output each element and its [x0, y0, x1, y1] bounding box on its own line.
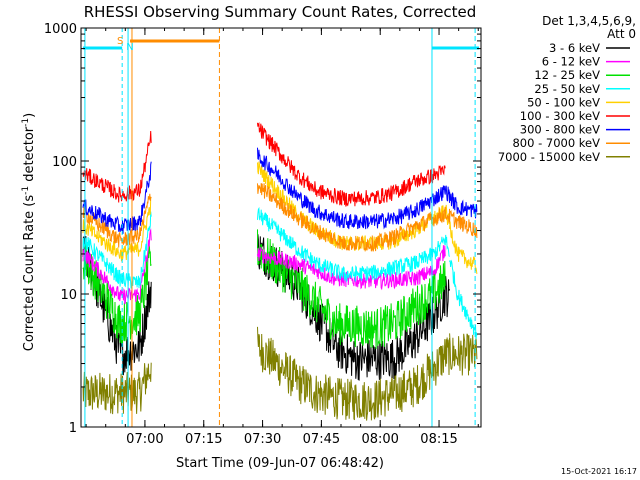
x-tick-label-3: 07:45: [303, 432, 340, 447]
series-line-red: [82, 130, 152, 203]
legend-label-7: 800 - 7000 keV: [512, 136, 600, 150]
generation-timestamp: 15-Oct-2021 16:17: [561, 467, 637, 476]
series-line-yellow: [449, 221, 478, 274]
chart-title: RHESSI Observing Summary Count Rates, Co…: [84, 3, 477, 21]
series-line-olive: [449, 333, 478, 376]
legend-label-4: 50 - 100 keV: [527, 95, 600, 109]
y-tick-label-0: 1: [69, 421, 77, 436]
x-tick-label-1: 07:15: [185, 432, 222, 447]
y-tick-label-2: 100: [52, 155, 77, 170]
state-markers: SN: [82, 28, 480, 427]
series-layer: [82, 122, 478, 421]
y-axis-label-main: Corrected Count Rate (s: [22, 195, 37, 352]
y-axis-label-mid: detector: [22, 126, 37, 186]
x-tick-label-4: 08:00: [361, 432, 398, 447]
legend-label-0: 3 - 6 keV: [549, 41, 600, 55]
series-line-cyan: [449, 259, 478, 340]
y-axis-ticks: 1 10 100 1000: [44, 22, 481, 436]
legend-header-line-1: Det 1,3,4,5,6,9,: [542, 14, 636, 28]
legend-label-1: 6 - 12 keV: [542, 55, 600, 69]
series-line-orange: [82, 193, 152, 248]
x-tick-label-0: 07:00: [126, 432, 163, 447]
y-axis-label-sup1: -1: [21, 186, 31, 195]
legend-label-2: 12 - 25 keV: [534, 68, 600, 82]
x-tick-label-5: 08:15: [420, 432, 457, 447]
series-line-olive: [257, 326, 450, 421]
series-line-green: [82, 243, 152, 344]
series-line-black: [257, 234, 450, 381]
series-line-yellow: [82, 196, 152, 262]
series-line-olive: [82, 362, 152, 415]
series-line-green: [257, 229, 446, 350]
legend-label-5: 100 - 300 keV: [520, 109, 600, 123]
s-state-label: S: [117, 36, 123, 47]
x-axis-label: Start Time (09-Jun-07 06:48:42): [176, 456, 384, 471]
y-axis-label-sup2: -1: [21, 118, 31, 127]
series-line-blue: [257, 147, 450, 230]
legend-label-6: 300 - 800 keV: [520, 123, 600, 137]
y-tick-label-3: 1000: [44, 22, 77, 37]
series-line-orange: [257, 183, 450, 253]
legend-label-3: 25 - 50 keV: [534, 82, 600, 96]
series-line-magenta: [82, 228, 152, 305]
series-line-red: [257, 122, 446, 207]
plot-frame: [80, 27, 482, 428]
series-line-cyan: [257, 206, 450, 283]
series-line-blue: [449, 191, 478, 219]
series-line-cyan: [82, 211, 152, 289]
y-tick-label-1: 10: [60, 288, 77, 303]
legend-label-8: 7000 - 15000 keV: [498, 150, 600, 164]
x-tick-label-2: 07:30: [244, 432, 281, 447]
plot-area: SN 07:00 07:15 07:30 07:45 08:00 08:15 1 10 100…: [44, 22, 482, 447]
x-axis-ticks: 07:00 07:15 07:30 07:45 08:00 08:15: [85, 28, 479, 447]
y-axis-label: Corrected Count Rate (s-1 detector-1): [21, 113, 37, 351]
legend-header-line-2: Att 0: [607, 27, 636, 41]
series-line-orange: [449, 210, 478, 239]
y-axis-label-end: ): [22, 113, 37, 118]
series-line-blue: [82, 161, 152, 234]
n-state-label: N: [126, 42, 133, 53]
